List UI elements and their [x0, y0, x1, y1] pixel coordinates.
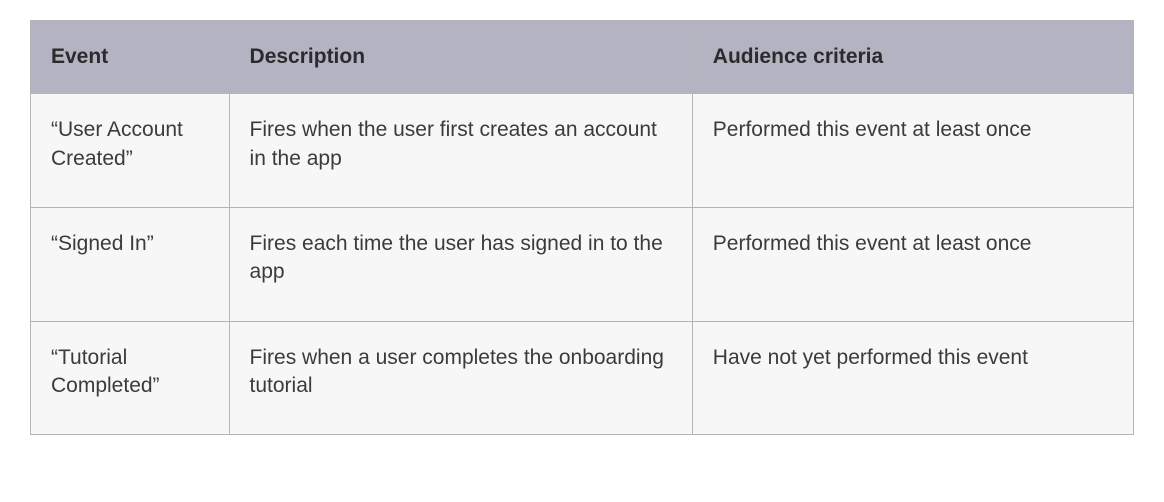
- cell-criteria: Performed this event at least once: [692, 94, 1133, 208]
- col-header-criteria: Audience criteria: [692, 21, 1133, 94]
- table-row: “Signed In” Fires each time the user has…: [31, 208, 1134, 322]
- table-body: “User Account Created” Fires when the us…: [31, 94, 1134, 435]
- events-table: Event Description Audience criteria “Use…: [30, 20, 1134, 435]
- cell-event: “Signed In”: [31, 208, 230, 322]
- col-header-event: Event: [31, 21, 230, 94]
- cell-criteria: Performed this event at least once: [692, 208, 1133, 322]
- cell-criteria: Have not yet performed this event: [692, 321, 1133, 435]
- col-header-desc: Description: [229, 21, 692, 94]
- cell-desc: Fires when a user completes the onboardi…: [229, 321, 692, 435]
- table-header: Event Description Audience criteria: [31, 21, 1134, 94]
- cell-desc: Fires each time the user has signed in t…: [229, 208, 692, 322]
- table-row: “Tutorial Completed” Fires when a user c…: [31, 321, 1134, 435]
- cell-event: “Tutorial Completed”: [31, 321, 230, 435]
- table-header-row: Event Description Audience criteria: [31, 21, 1134, 94]
- table-row: “User Account Created” Fires when the us…: [31, 94, 1134, 208]
- cell-desc: Fires when the user first creates an acc…: [229, 94, 692, 208]
- cell-event: “User Account Created”: [31, 94, 230, 208]
